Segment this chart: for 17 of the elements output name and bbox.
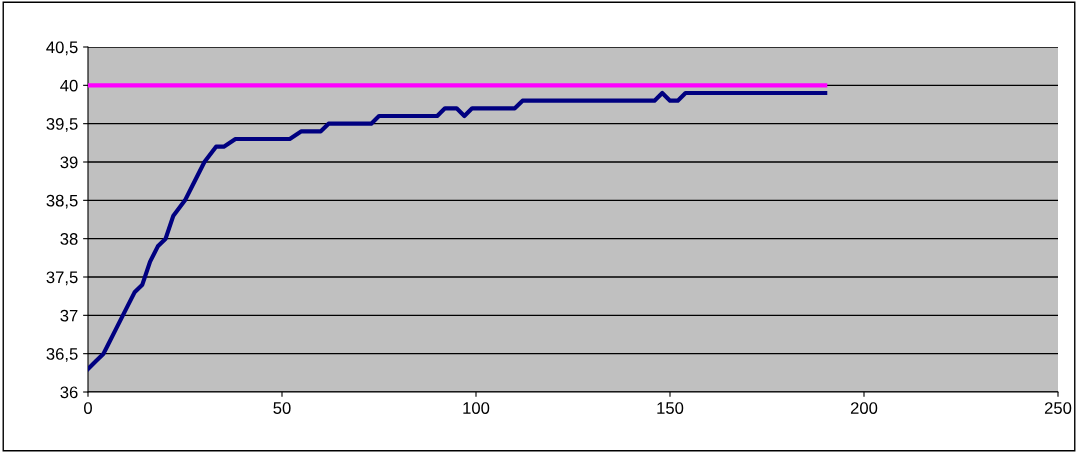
x-tick-label: 100 <box>463 402 490 414</box>
y-tick-label: 36 <box>60 386 78 399</box>
y-tick-label: 38 <box>60 233 78 245</box>
y-tick-label: 39,5 <box>46 118 78 132</box>
y-tick-label: 38,5 <box>46 194 78 209</box>
y-tick-label: 37 <box>60 309 78 322</box>
y-tick-label: 40,5 <box>46 41 78 56</box>
x-tick-label: 200 <box>850 402 878 414</box>
x-tick-label: 0 <box>84 402 92 414</box>
x-tick-label: 250 <box>1044 402 1072 414</box>
y-tick-label: 37,5 <box>46 271 78 286</box>
line-series <box>88 90 828 372</box>
y-tick-label: 40 <box>60 79 78 92</box>
x-tick-label: 50 <box>273 402 291 414</box>
y-tick-label: 39 <box>60 156 78 169</box>
x-tick-label: 150 <box>657 402 684 414</box>
y-tick-label: 36,5 <box>46 348 78 362</box>
